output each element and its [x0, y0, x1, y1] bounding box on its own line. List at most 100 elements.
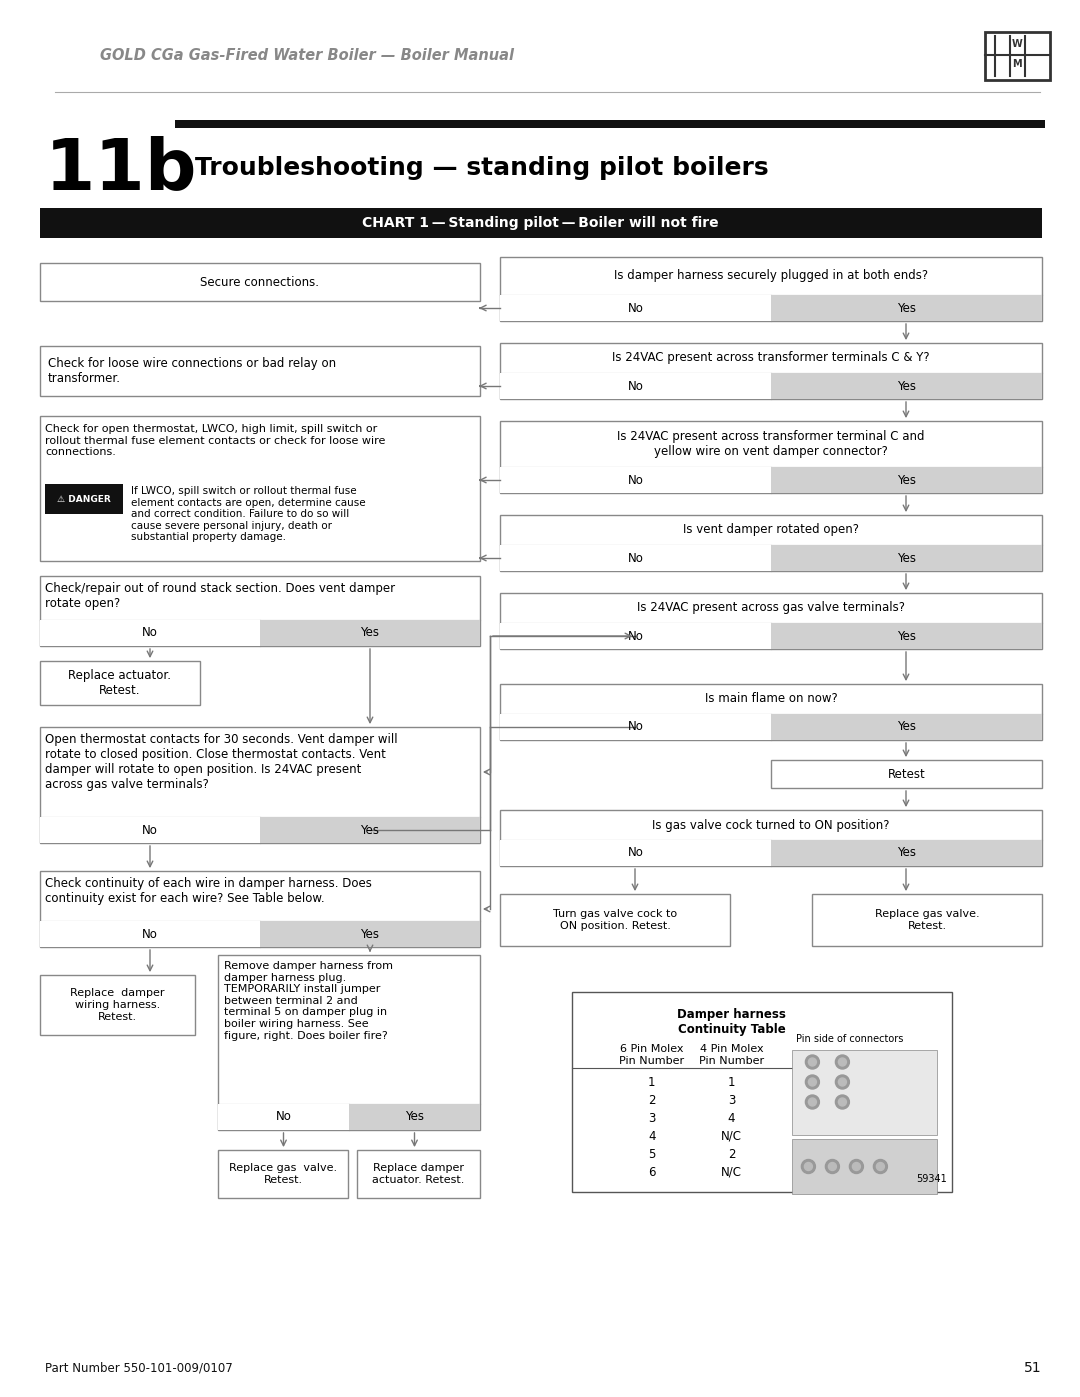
- Text: Check/repair out of round stack section. Does vent damper
rotate open?: Check/repair out of round stack section.…: [45, 583, 395, 610]
- FancyBboxPatch shape: [793, 1139, 936, 1194]
- Circle shape: [852, 1162, 861, 1171]
- Circle shape: [806, 1076, 820, 1090]
- Text: Replace  damper
wiring harness.
Retest.: Replace damper wiring harness. Retest.: [70, 989, 165, 1021]
- Circle shape: [838, 1098, 847, 1106]
- Circle shape: [876, 1162, 885, 1171]
- FancyBboxPatch shape: [500, 894, 730, 946]
- Text: No: No: [627, 474, 644, 486]
- FancyBboxPatch shape: [771, 373, 1042, 400]
- Text: CHART 1 — Standing pilot — Boiler will not fire: CHART 1 — Standing pilot — Boiler will n…: [362, 217, 718, 231]
- Text: Secure connections.: Secure connections.: [201, 275, 320, 289]
- FancyBboxPatch shape: [500, 467, 771, 493]
- FancyBboxPatch shape: [40, 263, 480, 300]
- Text: M: M: [1012, 59, 1022, 68]
- Text: Check continuity of each wire in damper harness. Does
continuity exist for each : Check continuity of each wire in damper …: [45, 877, 372, 905]
- Text: 11b: 11b: [45, 136, 198, 204]
- Text: Yes: Yes: [361, 626, 379, 640]
- FancyBboxPatch shape: [771, 714, 1042, 740]
- FancyBboxPatch shape: [500, 685, 1042, 740]
- Text: Turn gas valve cock to
ON position. Retest.: Turn gas valve cock to ON position. Rete…: [553, 909, 677, 930]
- FancyBboxPatch shape: [357, 1150, 480, 1199]
- Circle shape: [849, 1160, 863, 1173]
- FancyBboxPatch shape: [500, 714, 771, 740]
- Circle shape: [838, 1058, 847, 1066]
- Text: Yes: Yes: [897, 380, 916, 393]
- FancyBboxPatch shape: [175, 120, 1045, 129]
- FancyBboxPatch shape: [218, 1150, 348, 1199]
- FancyBboxPatch shape: [985, 32, 1050, 80]
- FancyBboxPatch shape: [40, 576, 480, 645]
- Text: Is damper harness securely plugged in at both ends?: Is damper harness securely plugged in at…: [613, 270, 928, 282]
- FancyBboxPatch shape: [812, 894, 1042, 946]
- FancyBboxPatch shape: [218, 1104, 349, 1130]
- FancyBboxPatch shape: [218, 956, 480, 1130]
- Text: 6: 6: [648, 1165, 656, 1179]
- Text: Yes: Yes: [897, 474, 916, 486]
- Text: No: No: [627, 721, 644, 733]
- Text: 2: 2: [728, 1147, 735, 1161]
- FancyBboxPatch shape: [500, 545, 771, 571]
- Text: 3: 3: [648, 1112, 656, 1125]
- Text: Pin side of connectors: Pin side of connectors: [796, 1034, 903, 1044]
- FancyBboxPatch shape: [260, 817, 480, 842]
- FancyBboxPatch shape: [40, 817, 260, 842]
- Text: Replace damper
actuator. Retest.: Replace damper actuator. Retest.: [373, 1164, 464, 1185]
- Text: Damper harness
Continuity Table: Damper harness Continuity Table: [677, 1009, 786, 1037]
- Text: Yes: Yes: [361, 928, 379, 940]
- Text: 1: 1: [728, 1076, 735, 1088]
- Text: N/C: N/C: [721, 1165, 742, 1179]
- Text: Replace gas  valve.
Retest.: Replace gas valve. Retest.: [229, 1164, 337, 1185]
- Text: Replace actuator.
Retest.: Replace actuator. Retest.: [68, 669, 172, 697]
- Text: 51: 51: [1024, 1361, 1042, 1375]
- Text: 3: 3: [728, 1094, 735, 1106]
- Text: Is gas valve cock turned to ON position?: Is gas valve cock turned to ON position?: [652, 819, 890, 831]
- FancyBboxPatch shape: [500, 373, 771, 400]
- Circle shape: [801, 1160, 815, 1173]
- Text: Yes: Yes: [897, 302, 916, 314]
- Text: No: No: [143, 626, 158, 640]
- Text: N/C: N/C: [721, 1130, 742, 1143]
- Text: Troubleshooting — standing pilot boilers: Troubleshooting — standing pilot boilers: [195, 156, 769, 180]
- FancyBboxPatch shape: [260, 620, 480, 645]
- FancyBboxPatch shape: [500, 623, 771, 650]
- FancyBboxPatch shape: [40, 208, 1042, 237]
- Text: 6 Pin Molex
Pin Number: 6 Pin Molex Pin Number: [619, 1044, 685, 1066]
- FancyBboxPatch shape: [500, 420, 1042, 493]
- Circle shape: [874, 1160, 888, 1173]
- Text: Yes: Yes: [897, 630, 916, 643]
- Text: 1: 1: [648, 1076, 656, 1088]
- FancyBboxPatch shape: [40, 416, 480, 562]
- Text: 59341: 59341: [916, 1173, 947, 1185]
- Text: Is 24VAC present across gas valve terminals?: Is 24VAC present across gas valve termin…: [637, 602, 905, 615]
- Text: No: No: [143, 823, 158, 837]
- FancyBboxPatch shape: [40, 620, 260, 645]
- FancyBboxPatch shape: [500, 592, 1042, 650]
- Text: Remove damper harness from
damper harness plug.
TEMPORARILY install jumper
betwe: Remove damper harness from damper harnes…: [224, 961, 393, 1041]
- FancyBboxPatch shape: [40, 975, 195, 1035]
- Text: No: No: [627, 552, 644, 564]
- FancyBboxPatch shape: [40, 921, 260, 947]
- Text: Check for open thermostat, LWCO, high limit, spill switch or
rollout thermal fus: Check for open thermostat, LWCO, high li…: [45, 425, 386, 457]
- Text: Yes: Yes: [897, 552, 916, 564]
- Text: Yes: Yes: [361, 823, 379, 837]
- Text: Yes: Yes: [897, 847, 916, 859]
- Text: Is 24VAC present across transformer terminals C & Y?: Is 24VAC present across transformer term…: [612, 352, 930, 365]
- FancyBboxPatch shape: [771, 545, 1042, 571]
- Text: Is vent damper rotated open?: Is vent damper rotated open?: [683, 524, 859, 536]
- FancyBboxPatch shape: [771, 467, 1042, 493]
- FancyBboxPatch shape: [349, 1104, 480, 1130]
- Text: Open thermostat contacts for 30 seconds. Vent damper will
rotate to closed posit: Open thermostat contacts for 30 seconds.…: [45, 733, 397, 791]
- Text: No: No: [143, 928, 158, 940]
- FancyBboxPatch shape: [771, 840, 1042, 866]
- Text: Retest: Retest: [888, 767, 926, 781]
- Text: W: W: [1012, 39, 1023, 49]
- FancyBboxPatch shape: [40, 726, 480, 842]
- FancyBboxPatch shape: [40, 661, 200, 705]
- Circle shape: [836, 1095, 849, 1109]
- Text: Is main flame on now?: Is main flame on now?: [704, 693, 837, 705]
- Text: No: No: [627, 380, 644, 393]
- Text: Yes: Yes: [897, 721, 916, 733]
- FancyBboxPatch shape: [771, 295, 1042, 321]
- Text: No: No: [627, 847, 644, 859]
- Circle shape: [836, 1076, 849, 1090]
